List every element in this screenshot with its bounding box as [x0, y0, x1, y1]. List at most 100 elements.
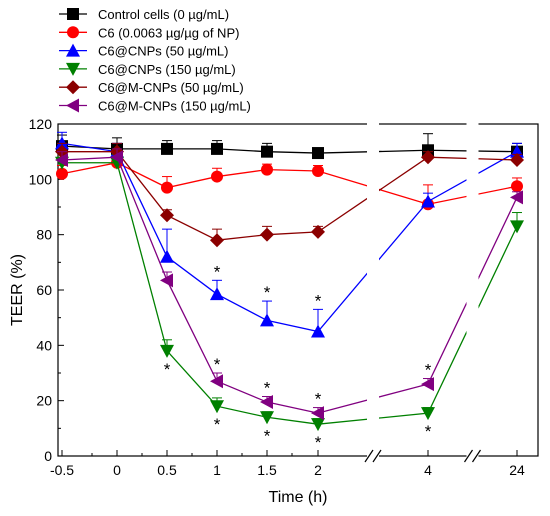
data-point: [260, 411, 274, 425]
legend-marker: [66, 62, 80, 76]
x-tick-label: 2: [314, 462, 322, 478]
data-point: [261, 145, 273, 158]
significance-star: *: [425, 361, 432, 380]
break-slash: [464, 449, 473, 463]
significance-star: *: [164, 360, 171, 379]
y-tick-label: 120: [29, 116, 53, 132]
y-tick-label: 80: [36, 227, 52, 243]
data-point: [210, 233, 224, 248]
data-point: [312, 165, 324, 178]
legend-label: C6@M-CNPs (150 µg/mL): [98, 99, 251, 114]
legend-item-5: C6@M-CNPs (50 µg/mL): [59, 80, 244, 95]
plot-border: [57, 123, 539, 457]
legend-item-4: C6@CNPs (150 µg/mL): [59, 62, 236, 77]
axis-break-1: [364, 122, 382, 463]
data-point: [211, 142, 223, 155]
series-layer: * * * * * * * * * * * *: [55, 131, 524, 452]
data-point: [161, 181, 173, 194]
break-gap-axis: [466, 454, 479, 458]
significance-star: *: [264, 283, 271, 302]
series-1: [56, 133, 523, 160]
data-point: [210, 400, 224, 414]
plot-frame: [57, 123, 539, 457]
legend-label: Control cells (0 µg/mL): [98, 7, 229, 22]
data-point: [510, 152, 524, 167]
series-line: [62, 151, 518, 241]
series-line: [61, 156, 518, 414]
significance-star: *: [425, 422, 432, 441]
legend-label: C6 (0.0063 µg/µg of NP): [98, 25, 239, 40]
legend-marker: [67, 8, 79, 20]
data-point: [311, 406, 324, 421]
break-gap: [466, 125, 479, 455]
data-point: [210, 287, 224, 301]
data-point: [55, 152, 68, 167]
x-axis: -0.5 0 0.5 1 1.5 2 4 24: [50, 450, 525, 478]
series-line: [62, 162, 518, 425]
legend-item-6: C6@M-CNPs (150 µg/mL): [59, 98, 251, 114]
y-axis-title: TEER (%): [9, 254, 26, 326]
data-point: [421, 150, 435, 165]
y-tick-label: 60: [36, 282, 52, 298]
legend-item-2: C6 (0.0063 µg/µg of NP): [59, 25, 239, 40]
axis-breaks: [364, 122, 481, 463]
legend-marker: [66, 98, 79, 113]
data-point: [56, 167, 68, 180]
data-point: [312, 147, 324, 160]
series-line: [61, 162, 518, 205]
data-point: [311, 324, 325, 338]
series-6: * * * *: [55, 148, 523, 421]
data-point: [421, 377, 434, 392]
series-line: [61, 145, 518, 154]
break-gap-top: [367, 122, 379, 126]
data-point: [211, 170, 223, 183]
break-slash: [472, 449, 481, 463]
y-axis: 0 20 40 60 80 100 120: [29, 116, 64, 464]
data-point: [511, 180, 523, 193]
significance-star: *: [315, 390, 322, 409]
data-point: [421, 407, 435, 421]
data-point: [210, 374, 223, 389]
data-point: [261, 163, 273, 176]
data-point: [311, 418, 325, 432]
break-gap: [367, 125, 379, 455]
data-point: [160, 344, 174, 358]
data-point: [260, 227, 274, 242]
data-point: [260, 313, 274, 327]
significance-star: *: [315, 433, 322, 452]
data-point: [160, 273, 173, 288]
legend-item-1: Control cells (0 µg/mL): [59, 7, 229, 22]
significance-star: *: [214, 355, 221, 374]
significance-star: *: [315, 291, 322, 310]
legend-label: C6@M-CNPs (50 µg/mL): [98, 80, 244, 95]
significance-star: *: [214, 415, 221, 434]
break-gap-top: [466, 122, 479, 126]
significance-star: *: [214, 262, 221, 281]
legend: Control cells (0 µg/mL) C6 (0.0063 µg/µg …: [59, 7, 251, 114]
data-point: [510, 220, 524, 234]
y-tick-label: 100: [29, 171, 53, 187]
legend-marker: [66, 80, 80, 95]
break-gap-axis: [367, 454, 379, 458]
y-tick-label: 0: [44, 448, 52, 464]
legend-label: C6@CNPs (50 µg/mL): [98, 44, 229, 59]
x-tick-label: 0.5: [157, 462, 177, 478]
x-tick-label: 4: [424, 462, 432, 478]
legend-item-3: C6@CNPs (50 µg/mL): [59, 43, 229, 59]
x-tick-label: 0: [113, 462, 121, 478]
y-tick-label: 40: [36, 337, 52, 353]
x-axis-title: Time (h): [269, 489, 328, 506]
x-tick-label: -0.5: [50, 462, 74, 478]
data-point: [311, 224, 325, 239]
data-point: [161, 142, 173, 155]
y-tick-label: 20: [36, 393, 52, 409]
x-tick-label: 1.5: [257, 462, 277, 478]
legend-marker: [67, 26, 79, 39]
legend-marker: [66, 43, 80, 57]
break-slash: [372, 449, 382, 463]
significance-star: *: [264, 426, 271, 445]
data-point: [260, 395, 273, 410]
data-point: [160, 208, 174, 223]
axis-break-2: [464, 122, 481, 463]
